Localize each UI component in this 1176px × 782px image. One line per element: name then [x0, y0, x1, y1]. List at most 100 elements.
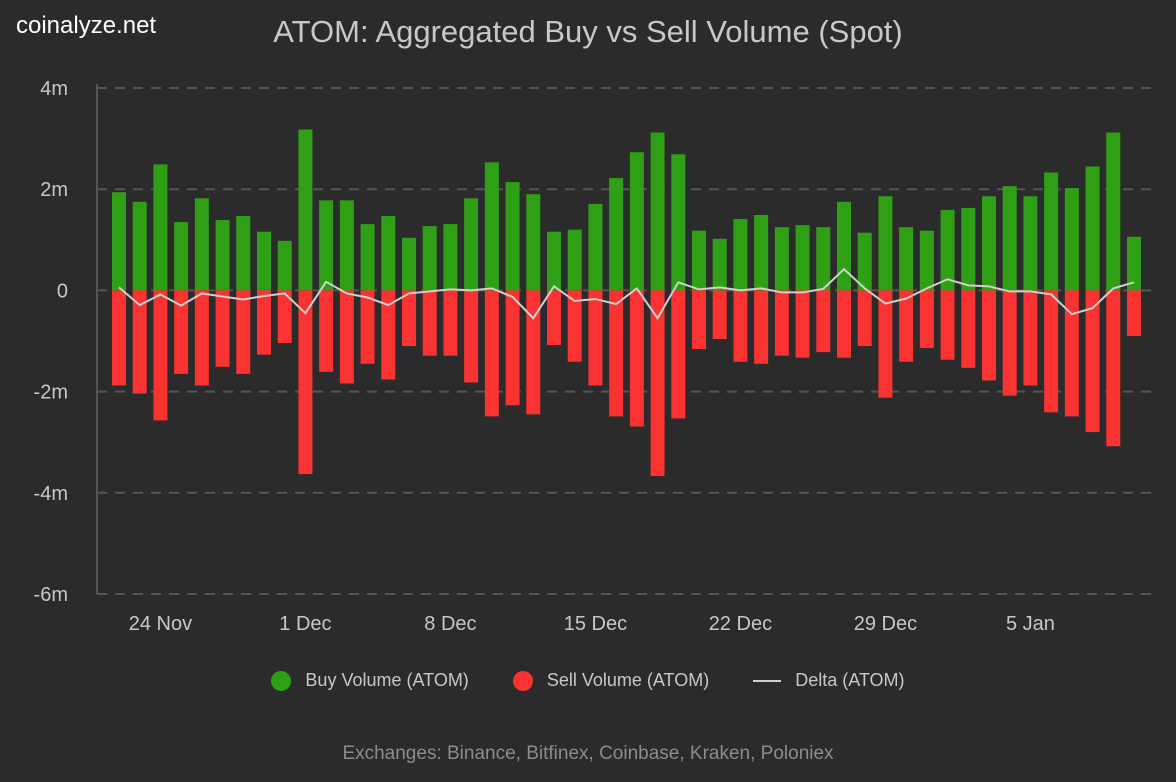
- buy-bar: [837, 201, 851, 291]
- buy-bar: [961, 207, 976, 291]
- legend-item-delta[interactable]: Delta (ATOM): [753, 670, 905, 691]
- buy-bar: [878, 196, 893, 291]
- sell-bar: [899, 290, 914, 362]
- buy-bar: [174, 222, 189, 291]
- delta-line: [118, 267, 1135, 321]
- sell-bar: [339, 290, 354, 384]
- buy-bar: [774, 227, 789, 291]
- buy-bar: [650, 132, 665, 291]
- y-tick-label: -4m: [34, 483, 68, 505]
- buy-bar: [443, 224, 458, 291]
- x-tick-label: 24 Nov: [129, 613, 192, 635]
- buy-bar: [940, 209, 955, 291]
- sell-bar: [982, 290, 996, 381]
- buy-bar: [298, 129, 313, 291]
- buy-bar: [609, 178, 624, 291]
- legend: Buy Volume (ATOM) Sell Volume (ATOM) Del…: [0, 670, 1176, 691]
- sell-bar: [257, 290, 271, 355]
- legend-item-sell[interactable]: Sell Volume (ATOM): [512, 670, 710, 691]
- buy-bar: [919, 230, 934, 291]
- y-tick-label: 2m: [40, 179, 68, 201]
- buy-bar: [547, 231, 561, 291]
- legend-label-sell: Sell Volume (ATOM): [546, 670, 710, 690]
- buy-bar: [277, 240, 292, 291]
- sell-bar: [1002, 290, 1017, 396]
- buy-bar: [422, 226, 437, 291]
- buy-bar: [339, 200, 354, 291]
- buy-bar: [754, 215, 769, 291]
- sell-bar: [464, 290, 479, 383]
- buy-bar: [257, 231, 271, 291]
- x-tick-label: 15 Dec: [564, 613, 627, 635]
- exchanges-footer: Exchanges: Binance, Bitfinex, Coinbase, …: [342, 743, 834, 764]
- sell-bar: [484, 290, 499, 417]
- buy-bar: [112, 192, 126, 291]
- x-tick-label: 8 Dec: [424, 613, 476, 635]
- sell-bar: [774, 290, 789, 356]
- buy-bar: [194, 198, 209, 291]
- sell-bar: [153, 290, 168, 421]
- sell-bar: [816, 290, 831, 353]
- buy-bar: [215, 220, 230, 291]
- buy-bar: [899, 227, 914, 291]
- sell-bar: [588, 290, 603, 386]
- buy-bar: [1023, 196, 1038, 291]
- sell-bar: [878, 290, 893, 398]
- sell-bar: [1023, 290, 1038, 386]
- sell-bar: [381, 290, 396, 380]
- sell-bar: [1127, 290, 1141, 336]
- buy-bar: [1085, 166, 1100, 291]
- sell-bar: [505, 290, 520, 406]
- buy-bar: [526, 194, 541, 291]
- buy-bar: [132, 201, 147, 291]
- sell-bar: [194, 290, 209, 386]
- buy-bar: [360, 224, 375, 291]
- sell-bar: [733, 290, 748, 362]
- buy-bar: [795, 225, 810, 291]
- sell-bar: [112, 290, 126, 386]
- sell-bar: [547, 290, 561, 346]
- sell-bar: [567, 290, 582, 362]
- sell-bar: [940, 290, 955, 360]
- buy-bar: [402, 237, 416, 291]
- buy-bar: [692, 230, 706, 291]
- buy-bar: [505, 182, 520, 291]
- sell-bar: [629, 290, 644, 427]
- buy-bar: [629, 152, 644, 291]
- sell-bar: [174, 290, 189, 374]
- sell-bar: [692, 290, 706, 350]
- sell-bar: [650, 290, 665, 477]
- y-tick-label: -6m: [34, 584, 68, 606]
- y-tick-label: 0: [57, 280, 68, 302]
- buy-dot-icon: [271, 670, 292, 691]
- sell-bar: [277, 290, 292, 344]
- buy-bar: [982, 196, 996, 291]
- buy-bar: [484, 162, 499, 291]
- brand-logo-text[interactable]: coinalyze.net: [16, 12, 157, 39]
- sell-bar: [443, 290, 458, 356]
- buy-bar: [1127, 236, 1141, 291]
- buy-bar: [464, 198, 479, 291]
- sell-bar: [919, 290, 934, 349]
- x-tick-label: 1 Dec: [279, 613, 331, 635]
- sell-bar: [1106, 290, 1121, 447]
- buy-bar: [319, 200, 334, 291]
- legend-item-buy[interactable]: Buy Volume (ATOM): [271, 670, 469, 691]
- legend-label-buy: Buy Volume (ATOM): [305, 670, 469, 690]
- sell-bar: [754, 290, 769, 364]
- buy-bar: [1106, 132, 1121, 291]
- sell-bar: [1085, 290, 1100, 433]
- y-tick-label: 4m: [40, 78, 68, 100]
- buy-bar: [567, 229, 582, 291]
- buy-bar: [588, 203, 603, 291]
- buy-bar: [857, 232, 872, 291]
- sell-bar: [526, 290, 541, 415]
- sell-bar: [609, 290, 624, 417]
- buy-bar: [671, 154, 686, 291]
- y-tick-label: -2m: [34, 382, 68, 404]
- sell-bar: [422, 290, 437, 356]
- sell-bar: [215, 290, 230, 367]
- buy-bar: [733, 219, 748, 291]
- sell-bar: [671, 290, 686, 419]
- sell-bar: [298, 290, 313, 475]
